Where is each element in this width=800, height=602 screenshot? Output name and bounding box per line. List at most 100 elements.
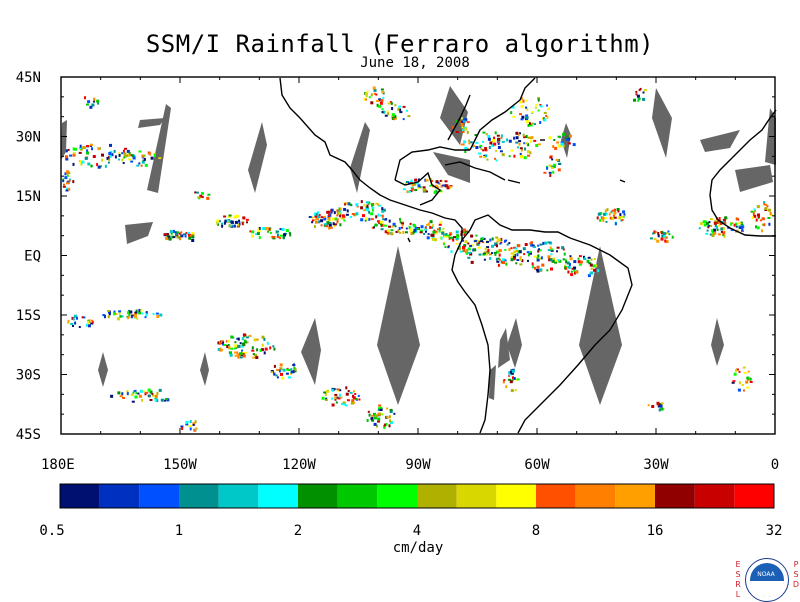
rain-pixel	[769, 212, 772, 215]
rain-pixel	[131, 400, 135, 403]
rain-pixel	[91, 103, 95, 107]
rain-pixel	[713, 228, 717, 232]
rain-pixel	[429, 184, 432, 187]
rain-pixel	[233, 224, 236, 228]
rain-pixel	[391, 107, 394, 110]
rain-pixel	[237, 355, 240, 359]
rain-pixel	[497, 263, 500, 267]
rain-pixel	[155, 312, 159, 315]
rain-pixel	[437, 228, 440, 231]
rain-pixel	[495, 159, 498, 162]
rain-pixel	[654, 231, 657, 233]
rain-pixel	[124, 147, 128, 150]
rain-pixel	[180, 425, 184, 428]
rain-pixel	[64, 176, 68, 180]
rain-pixel	[665, 232, 668, 235]
rain-pixel	[564, 264, 566, 267]
rain-pixel	[189, 420, 192, 424]
rain-pixel	[551, 158, 554, 161]
rain-pixel	[398, 227, 401, 230]
rain-pixel	[526, 108, 529, 111]
rain-pixel	[427, 233, 430, 236]
rain-pixel	[570, 273, 574, 277]
rain-pixel	[486, 252, 489, 256]
rain-pixel	[87, 100, 91, 104]
rain-pixel	[753, 214, 757, 218]
rain-pixel	[92, 155, 96, 158]
rain-pixel	[754, 210, 757, 212]
rain-pixel	[382, 218, 385, 221]
rain-pixel	[474, 134, 478, 136]
rain-pixel	[365, 201, 369, 204]
rain-pixel	[705, 221, 709, 225]
colorbar-units: cm/day	[392, 540, 444, 556]
rain-pixel	[167, 235, 171, 239]
rain-pixel	[221, 224, 224, 228]
rain-pixel	[505, 262, 508, 266]
rain-pixel	[251, 230, 255, 234]
rain-pixel	[613, 211, 617, 215]
rain-pixel	[371, 419, 375, 422]
rain-pixel	[432, 237, 435, 241]
rain-pixel	[547, 107, 551, 110]
rain-pixel	[588, 262, 592, 265]
rain-pixel	[618, 216, 622, 220]
rain-pixel	[228, 214, 232, 217]
rain-pixel	[407, 115, 411, 118]
rain-pixel	[597, 212, 601, 216]
rain-pixel	[199, 194, 203, 198]
lat-label: 45S	[16, 427, 41, 443]
rain-pixel	[468, 139, 470, 142]
rain-pixel	[483, 251, 487, 254]
rain-pixel	[389, 410, 393, 413]
rain-pixel	[458, 247, 461, 251]
rain-pixel	[610, 210, 613, 214]
rain-pixel	[527, 259, 529, 262]
rain-pixel	[392, 222, 396, 226]
rain-pixel	[722, 227, 725, 231]
rain-pixel	[708, 221, 711, 224]
rain-pixel	[496, 134, 500, 137]
rain-pixel	[649, 237, 653, 240]
rain-pixel	[366, 419, 369, 422]
rain-pixel	[122, 162, 125, 164]
rain-pixel	[493, 142, 497, 146]
logo-noaa-text: NOAA	[757, 571, 775, 578]
rain-pixel	[550, 249, 554, 252]
colorbar-swatch	[179, 484, 219, 508]
rain-pixel	[97, 147, 101, 151]
rain-pixel	[544, 241, 548, 245]
rain-pixel	[503, 379, 506, 382]
rain-pixel	[702, 220, 706, 224]
rain-pixel	[556, 259, 560, 262]
rain-pixel	[540, 256, 543, 260]
rain-pixel	[149, 152, 152, 156]
rain-pixel	[406, 190, 409, 194]
rain-pixel	[62, 185, 66, 188]
colorbar-swatch	[734, 484, 774, 508]
rain-pixel	[424, 178, 427, 182]
rain-pixel	[108, 152, 112, 155]
rain-pixel	[68, 179, 71, 182]
rain-pixel	[145, 311, 148, 315]
rain-pixel	[91, 321, 94, 324]
rain-pixel	[523, 156, 527, 160]
rain-pixel	[542, 241, 545, 245]
rain-pixel	[434, 238, 437, 242]
rain-pixel	[263, 337, 266, 341]
rain-pixel	[183, 233, 187, 236]
rain-pixel	[494, 157, 497, 160]
rain-pixel	[147, 388, 151, 392]
rain-pixel	[381, 91, 385, 94]
colorbar-tick: 16	[647, 523, 664, 539]
rain-pixel	[89, 105, 93, 109]
rain-pixel	[67, 319, 70, 323]
rain-pixel	[261, 335, 265, 339]
rain-pixel	[362, 214, 365, 218]
rain-pixel	[468, 251, 471, 254]
rain-pixel	[463, 244, 467, 248]
rain-pixel	[326, 210, 330, 214]
rain-pixel	[461, 117, 464, 120]
rain-pixel	[737, 388, 741, 392]
